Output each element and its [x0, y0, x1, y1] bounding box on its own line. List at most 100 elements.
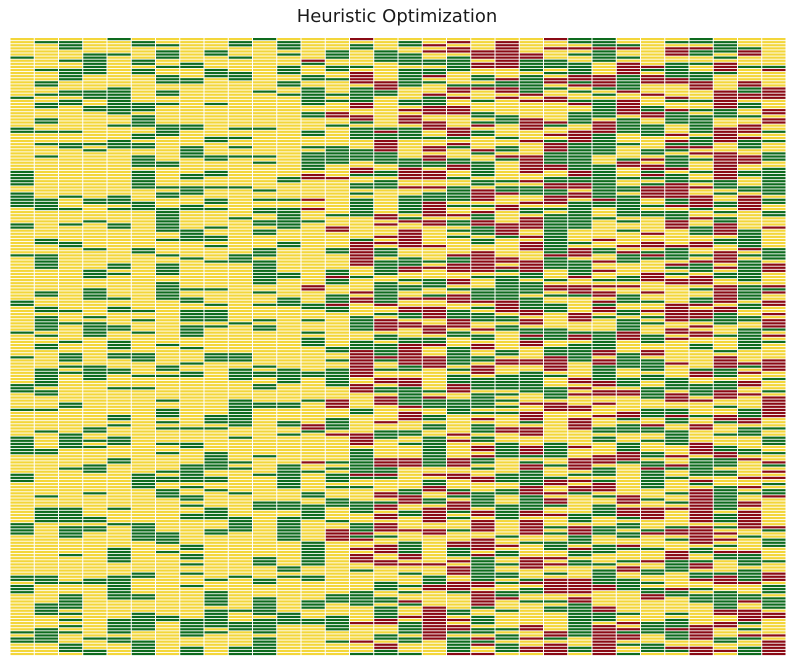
heatmap-cell — [83, 96, 107, 99]
heatmap-cell — [471, 594, 495, 597]
heatmap-cell — [519, 180, 543, 183]
heatmap-cell — [107, 309, 131, 313]
heatmap-cell — [204, 50, 228, 53]
heatmap-cell — [592, 53, 616, 56]
heatmap-cell — [592, 173, 616, 177]
heatmap-cell — [107, 575, 131, 578]
heatmap-cell — [422, 75, 446, 78]
heatmap-cell — [398, 384, 422, 387]
heatmap-cell — [107, 343, 131, 347]
heatmap-cell — [253, 279, 277, 282]
heatmap-cell — [350, 637, 374, 640]
heatmap-cell — [325, 374, 349, 377]
heatmap-cell — [544, 139, 568, 143]
heatmap-cell — [10, 130, 34, 133]
heatmap-cell — [471, 464, 495, 467]
heatmap-cell — [495, 547, 519, 551]
heatmap-cell — [204, 393, 228, 396]
heatmap-cell — [301, 272, 325, 276]
heatmap-cell — [447, 557, 471, 560]
heatmap-cell — [83, 439, 107, 442]
heatmap-cell — [422, 167, 446, 170]
heatmap-cell — [519, 300, 543, 303]
heatmap-cell — [447, 455, 471, 458]
heatmap-cell — [180, 223, 204, 226]
heatmap-cell — [277, 427, 301, 430]
heatmap-cell — [107, 50, 131, 53]
heatmap-cell — [34, 380, 58, 384]
heatmap-cell — [325, 217, 349, 220]
heatmap-cell — [228, 53, 252, 56]
heatmap-cell — [204, 325, 228, 328]
heatmap-cell — [277, 173, 301, 177]
heatmap-cell — [325, 325, 349, 328]
heatmap-cell — [83, 526, 107, 529]
heatmap-cell — [156, 350, 180, 353]
heatmap-cell — [568, 75, 592, 78]
heatmap-cell — [592, 337, 616, 340]
heatmap-cell — [156, 618, 180, 622]
heatmap-cell — [544, 461, 568, 464]
heatmap-cell — [592, 334, 616, 337]
heatmap-cell — [374, 328, 398, 331]
heatmap-cell — [422, 93, 446, 96]
heatmap-cell — [277, 75, 301, 78]
heatmap-cell — [592, 146, 616, 149]
heatmap-cell — [374, 149, 398, 152]
heatmap-cell — [301, 448, 325, 452]
heatmap-cell — [592, 560, 616, 563]
heatmap-cell — [10, 217, 34, 220]
heatmap-cell — [447, 554, 471, 557]
heatmap-cell — [544, 109, 568, 112]
heatmap-cell — [471, 513, 495, 517]
heatmap-cell — [422, 569, 446, 572]
heatmap-cell — [59, 618, 83, 622]
heatmap-cell — [59, 93, 83, 96]
heatmap-cell — [544, 189, 568, 192]
heatmap-cell — [495, 192, 519, 195]
heatmap-cell — [156, 41, 180, 44]
heatmap-cell — [592, 269, 616, 272]
heatmap-cell — [180, 313, 204, 316]
heatmap-cell — [277, 204, 301, 208]
heatmap-cell — [592, 38, 616, 41]
heatmap-cell — [544, 325, 568, 328]
heatmap-cell — [180, 109, 204, 112]
heatmap-cell — [107, 470, 131, 473]
heatmap-cell — [180, 87, 204, 90]
heatmap-cell — [374, 594, 398, 597]
heatmap-cell — [107, 297, 131, 300]
heatmap-cell — [228, 631, 252, 634]
heatmap-cell — [374, 402, 398, 405]
heatmap-cell — [131, 121, 155, 124]
heatmap-cell — [34, 452, 58, 455]
heatmap-cell — [471, 486, 495, 489]
heatmap-cell — [10, 75, 34, 78]
heatmap-cell — [204, 442, 228, 445]
heatmap-cell — [156, 288, 180, 291]
heatmap-cell — [398, 112, 422, 115]
heatmap-cell — [471, 520, 495, 523]
heatmap-cell — [228, 578, 252, 581]
heatmap-cell — [325, 470, 349, 473]
heatmap-cell — [59, 340, 83, 344]
heatmap-cell — [544, 198, 568, 201]
heatmap-cell — [325, 631, 349, 634]
heatmap-cell — [253, 390, 277, 393]
heatmap-cell — [374, 507, 398, 510]
heatmap-cell — [10, 81, 34, 84]
heatmap-cell — [398, 263, 422, 266]
heatmap-cell — [34, 396, 58, 399]
heatmap-cell — [180, 581, 204, 585]
heatmap-cell — [495, 467, 519, 470]
heatmap-cell — [277, 288, 301, 291]
heatmap-cell — [374, 303, 398, 306]
heatmap-cell — [325, 396, 349, 399]
heatmap-cell — [131, 547, 155, 551]
heatmap-cell — [156, 158, 180, 161]
heatmap-cell — [301, 492, 325, 495]
heatmap-cell — [519, 319, 543, 322]
heatmap-cell — [107, 71, 131, 75]
heatmap-cell — [180, 476, 204, 479]
heatmap-cell — [156, 313, 180, 316]
